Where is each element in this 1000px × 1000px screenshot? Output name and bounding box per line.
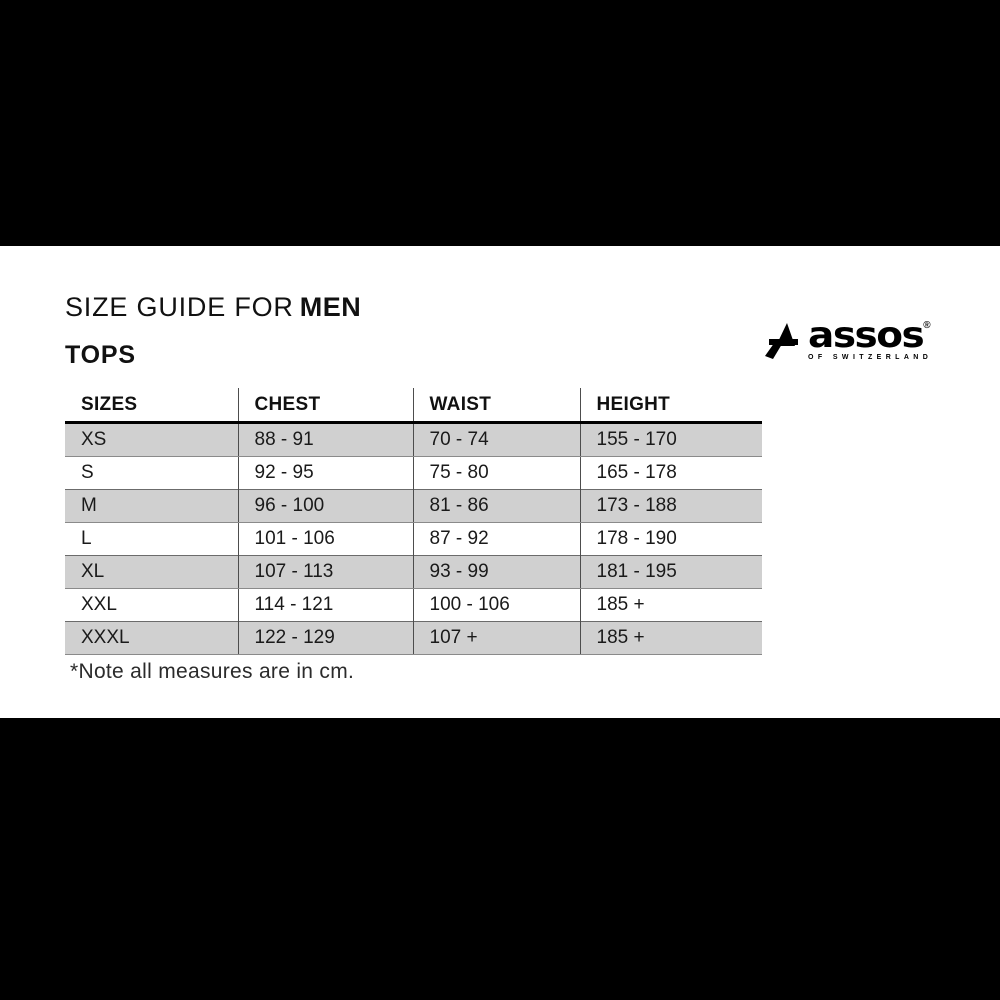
table-row: XXL 114 - 121 100 - 106 185 + (65, 588, 762, 622)
cell-waist: 87 - 92 (412, 522, 580, 556)
top-letterbox-bar (0, 0, 1000, 246)
bottom-letterbox-bar (0, 718, 1000, 1000)
cell-size: XL (65, 555, 238, 589)
section-title: TOPS (65, 341, 136, 369)
size-table-header: SIZES CHEST WAIST HEIGHT (65, 388, 762, 424)
cell-height: 185 + (579, 588, 762, 622)
cell-waist: 93 - 99 (412, 555, 580, 589)
table-row: M 96 - 100 81 - 86 173 - 188 (65, 489, 762, 523)
cell-height: 173 - 188 (579, 489, 762, 523)
brand-name: assos (808, 314, 925, 357)
size-table: SIZES CHEST WAIST HEIGHT XS 88 - 91 70 - 7… (65, 388, 762, 655)
cell-size: XS (65, 422, 238, 457)
cell-height: 165 - 178 (579, 456, 762, 490)
registered-mark: ® (923, 320, 931, 331)
cell-height: 181 - 195 (579, 555, 762, 589)
column-header-height: HEIGHT (579, 388, 762, 424)
cell-chest: 101 - 106 (237, 522, 413, 556)
cell-waist: 70 - 74 (412, 422, 580, 457)
cell-height: 185 + (579, 621, 762, 655)
page-title-prefix: SIZE GUIDE FOR (65, 292, 294, 322)
cell-chest: 92 - 95 (237, 456, 413, 490)
cell-size: S (65, 456, 238, 490)
assos-mark-icon (764, 320, 804, 360)
cell-height: 178 - 190 (579, 522, 762, 556)
cell-waist: 100 - 106 (412, 588, 580, 622)
cell-chest: 88 - 91 (237, 422, 413, 457)
table-row: S 92 - 95 75 - 80 165 - 178 (65, 456, 762, 490)
cell-waist: 107 + (412, 621, 580, 655)
cell-size: XXXL (65, 621, 238, 655)
table-row: L 101 - 106 87 - 92 178 - 190 (65, 522, 762, 556)
column-header-chest: CHEST (237, 388, 413, 424)
cell-size: XXL (65, 588, 238, 622)
cell-size: L (65, 522, 238, 556)
cell-chest: 107 - 113 (237, 555, 413, 589)
cell-chest: 96 - 100 (237, 489, 413, 523)
brand-logo: assos® OF SWITZERLAND (764, 314, 944, 361)
brand-wordmark: assos® OF SWITZERLAND (808, 314, 933, 361)
column-header-waist: WAIST (412, 388, 580, 424)
table-row: XL 107 - 113 93 - 99 181 - 195 (65, 555, 762, 589)
cell-chest: 122 - 129 (237, 621, 413, 655)
page-title-gender: MEN (299, 292, 362, 322)
table-row: XS 88 - 91 70 - 74 155 - 170 (65, 422, 762, 457)
cell-waist: 75 - 80 (412, 456, 580, 490)
column-header-sizes: SIZES (65, 388, 238, 424)
cell-waist: 81 - 86 (412, 489, 580, 523)
measurement-note: *Note all measures are in cm. (70, 660, 355, 683)
cell-chest: 114 - 121 (237, 588, 413, 622)
size-table-body: XS 88 - 91 70 - 74 155 - 170 S 92 - 95 75 - 80… (65, 422, 762, 655)
cell-height: 155 - 170 (579, 422, 762, 457)
page-title: SIZE GUIDE FOR MEN (65, 292, 361, 323)
table-row: XXXL 122 - 129 107 +185 + (65, 621, 762, 655)
brand-tagline: OF SWITZERLAND (808, 354, 933, 361)
cell-size: M (65, 489, 238, 523)
header-row: SIZES CHEST WAIST HEIGHT (65, 388, 762, 424)
